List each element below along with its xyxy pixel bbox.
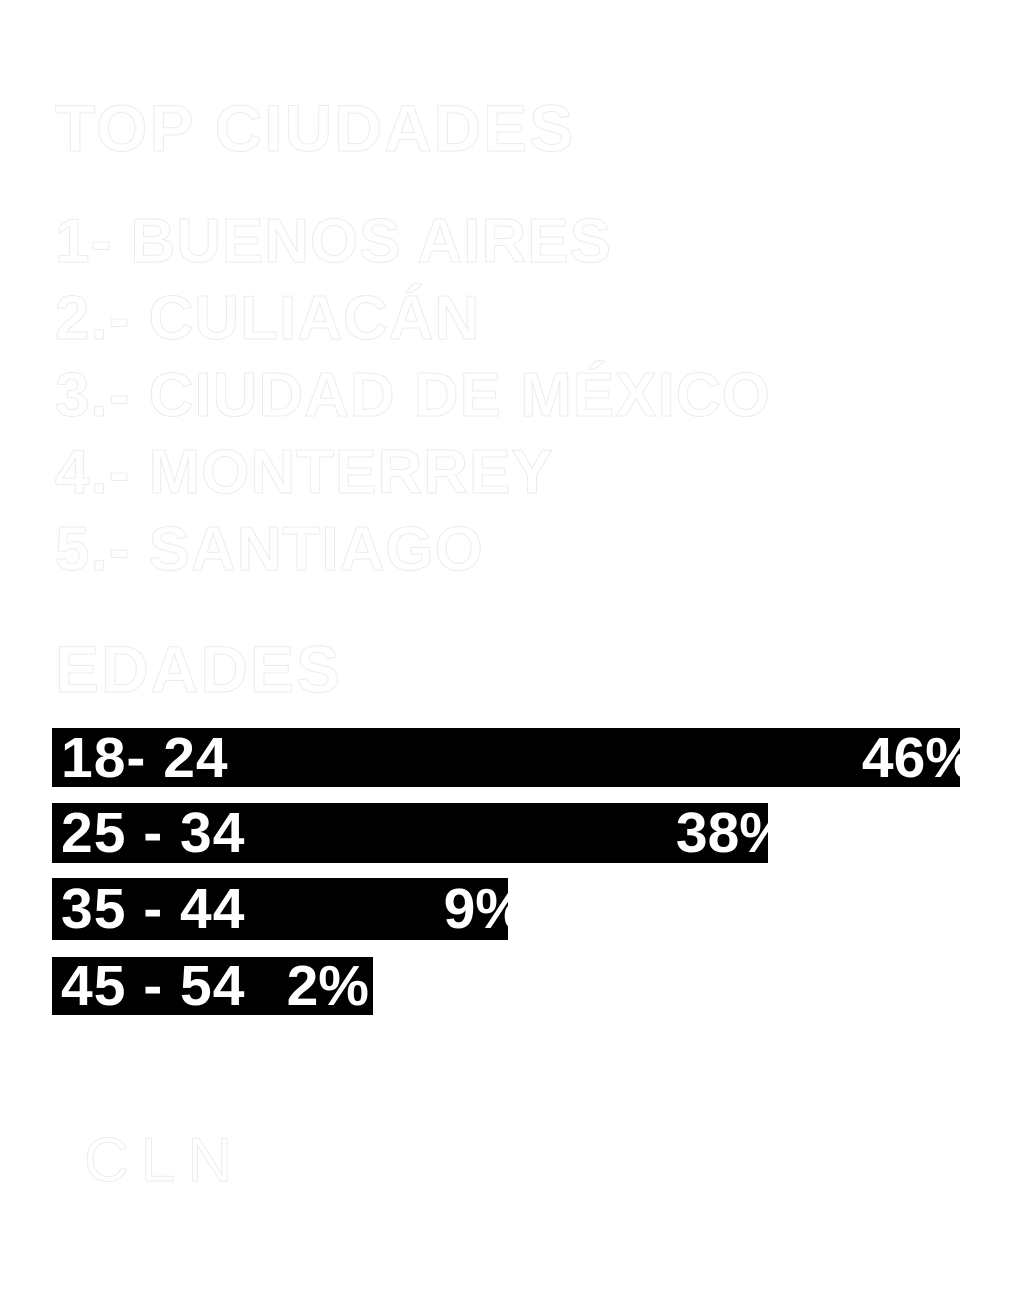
age-bar-label: 35 - 44 (61, 877, 246, 941)
age-bar-value: 2% (286, 954, 369, 1018)
city-list-item: 4.- MONTERREY (55, 438, 554, 508)
age-bar-label: 18- 24 (61, 725, 229, 790)
age-bar-row: 35 - 44 9% (52, 877, 526, 941)
age-bar-row: 25 - 34 38% (52, 801, 790, 865)
city-list-item: 5.- SANTIAGO (55, 515, 484, 585)
city-list-item: 1- BUENOS AIRES (55, 207, 613, 277)
age-bar-value: 9% (443, 877, 526, 941)
age-bar-label: 45 - 54 (61, 954, 246, 1018)
age-bar-row: 45 - 54 2% (52, 954, 373, 1018)
city-list-item: 2.- CULIACÁN (55, 284, 481, 354)
age-bar-label: 25 - 34 (61, 801, 246, 865)
city-list-item: 3.- CIUDAD DE MÉXICO (55, 361, 771, 431)
brand-logo-text: CLN (83, 1126, 245, 1195)
age-bar-value: 46% (861, 725, 976, 790)
age-bar-value: 38% (675, 801, 790, 865)
top-cities-title: TOP CIUDADES (54, 91, 576, 165)
age-bar-row: 18- 24 46% (52, 726, 976, 790)
ages-heading: EDADES (54, 632, 343, 706)
top-cities-list: 1- BUENOS AIRES 2.- CULIACÁN 3.- CIUDAD … (55, 203, 771, 588)
